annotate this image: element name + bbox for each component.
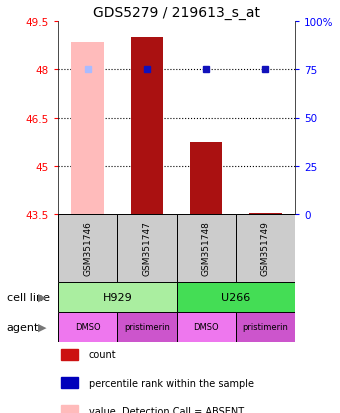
Text: DMSO: DMSO xyxy=(193,323,219,332)
Bar xyxy=(117,214,176,282)
Text: cell line: cell line xyxy=(7,292,50,302)
Text: GSM351748: GSM351748 xyxy=(202,221,210,276)
Bar xyxy=(176,312,236,342)
Bar xyxy=(190,143,222,214)
Text: GSM351746: GSM351746 xyxy=(83,221,92,276)
Bar xyxy=(117,312,176,342)
Bar xyxy=(236,312,295,342)
Title: GDS5279 / 219613_s_at: GDS5279 / 219613_s_at xyxy=(93,5,260,19)
Bar xyxy=(176,214,236,282)
Bar xyxy=(176,282,295,312)
Text: DMSO: DMSO xyxy=(75,323,100,332)
Text: value, Detection Call = ABSENT: value, Detection Call = ABSENT xyxy=(89,406,244,413)
Text: ▶: ▶ xyxy=(38,322,46,332)
Text: H929: H929 xyxy=(102,292,132,302)
Bar xyxy=(131,38,163,214)
Text: U266: U266 xyxy=(221,292,250,302)
Text: GSM351747: GSM351747 xyxy=(142,221,151,276)
Bar xyxy=(236,214,295,282)
Text: count: count xyxy=(89,349,116,360)
Text: pristimerin: pristimerin xyxy=(124,323,170,332)
Bar xyxy=(71,43,104,214)
Bar xyxy=(58,282,176,312)
Text: ▶: ▶ xyxy=(38,292,46,302)
Bar xyxy=(58,312,117,342)
Text: agent: agent xyxy=(7,322,39,332)
Text: percentile rank within the sample: percentile rank within the sample xyxy=(89,377,254,388)
Text: pristimerin: pristimerin xyxy=(242,323,288,332)
Text: GSM351749: GSM351749 xyxy=(261,221,270,276)
Bar xyxy=(58,214,117,282)
